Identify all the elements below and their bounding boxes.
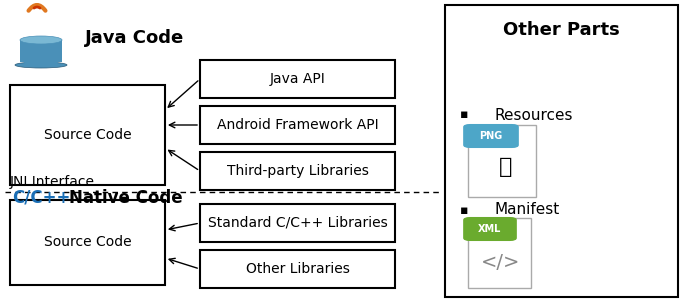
Text: C/C++: C/C++ xyxy=(12,189,71,207)
Text: Other Libraries: Other Libraries xyxy=(245,262,349,276)
FancyBboxPatch shape xyxy=(200,204,395,242)
Text: Java API: Java API xyxy=(270,72,325,86)
Text: Resources: Resources xyxy=(494,108,573,122)
Text: ▪: ▪ xyxy=(460,204,469,217)
FancyBboxPatch shape xyxy=(445,5,678,297)
Ellipse shape xyxy=(24,59,58,65)
Text: Android Framework API: Android Framework API xyxy=(216,118,378,132)
FancyArrowPatch shape xyxy=(34,7,40,8)
Text: JNI Interface: JNI Interface xyxy=(10,175,95,189)
FancyBboxPatch shape xyxy=(20,40,62,62)
FancyBboxPatch shape xyxy=(463,124,519,148)
Text: Source Code: Source Code xyxy=(44,128,132,142)
Text: 🌸: 🌸 xyxy=(499,157,512,177)
Text: Other Parts: Other Parts xyxy=(503,21,619,39)
FancyBboxPatch shape xyxy=(200,152,395,190)
Text: ▪: ▪ xyxy=(460,108,469,122)
Text: PNG: PNG xyxy=(479,131,503,141)
FancyBboxPatch shape xyxy=(468,125,536,197)
FancyBboxPatch shape xyxy=(200,106,395,144)
Ellipse shape xyxy=(20,36,62,44)
FancyBboxPatch shape xyxy=(463,217,517,241)
FancyBboxPatch shape xyxy=(200,60,395,98)
Text: XML: XML xyxy=(478,224,501,234)
Text: Manifest: Manifest xyxy=(494,202,559,218)
Text: Source Code: Source Code xyxy=(44,235,132,249)
Text: </>: </> xyxy=(482,252,521,271)
FancyBboxPatch shape xyxy=(200,250,395,288)
Text: Third-party Libraries: Third-party Libraries xyxy=(227,164,369,178)
Text: Java Code: Java Code xyxy=(85,29,184,47)
FancyArrowPatch shape xyxy=(29,5,45,11)
FancyBboxPatch shape xyxy=(10,85,165,185)
FancyBboxPatch shape xyxy=(10,200,165,285)
Ellipse shape xyxy=(15,62,67,68)
Text: Standard C/C++ Libraries: Standard C/C++ Libraries xyxy=(208,216,388,230)
Text: Native Code: Native Code xyxy=(69,189,182,207)
FancyBboxPatch shape xyxy=(468,218,531,288)
